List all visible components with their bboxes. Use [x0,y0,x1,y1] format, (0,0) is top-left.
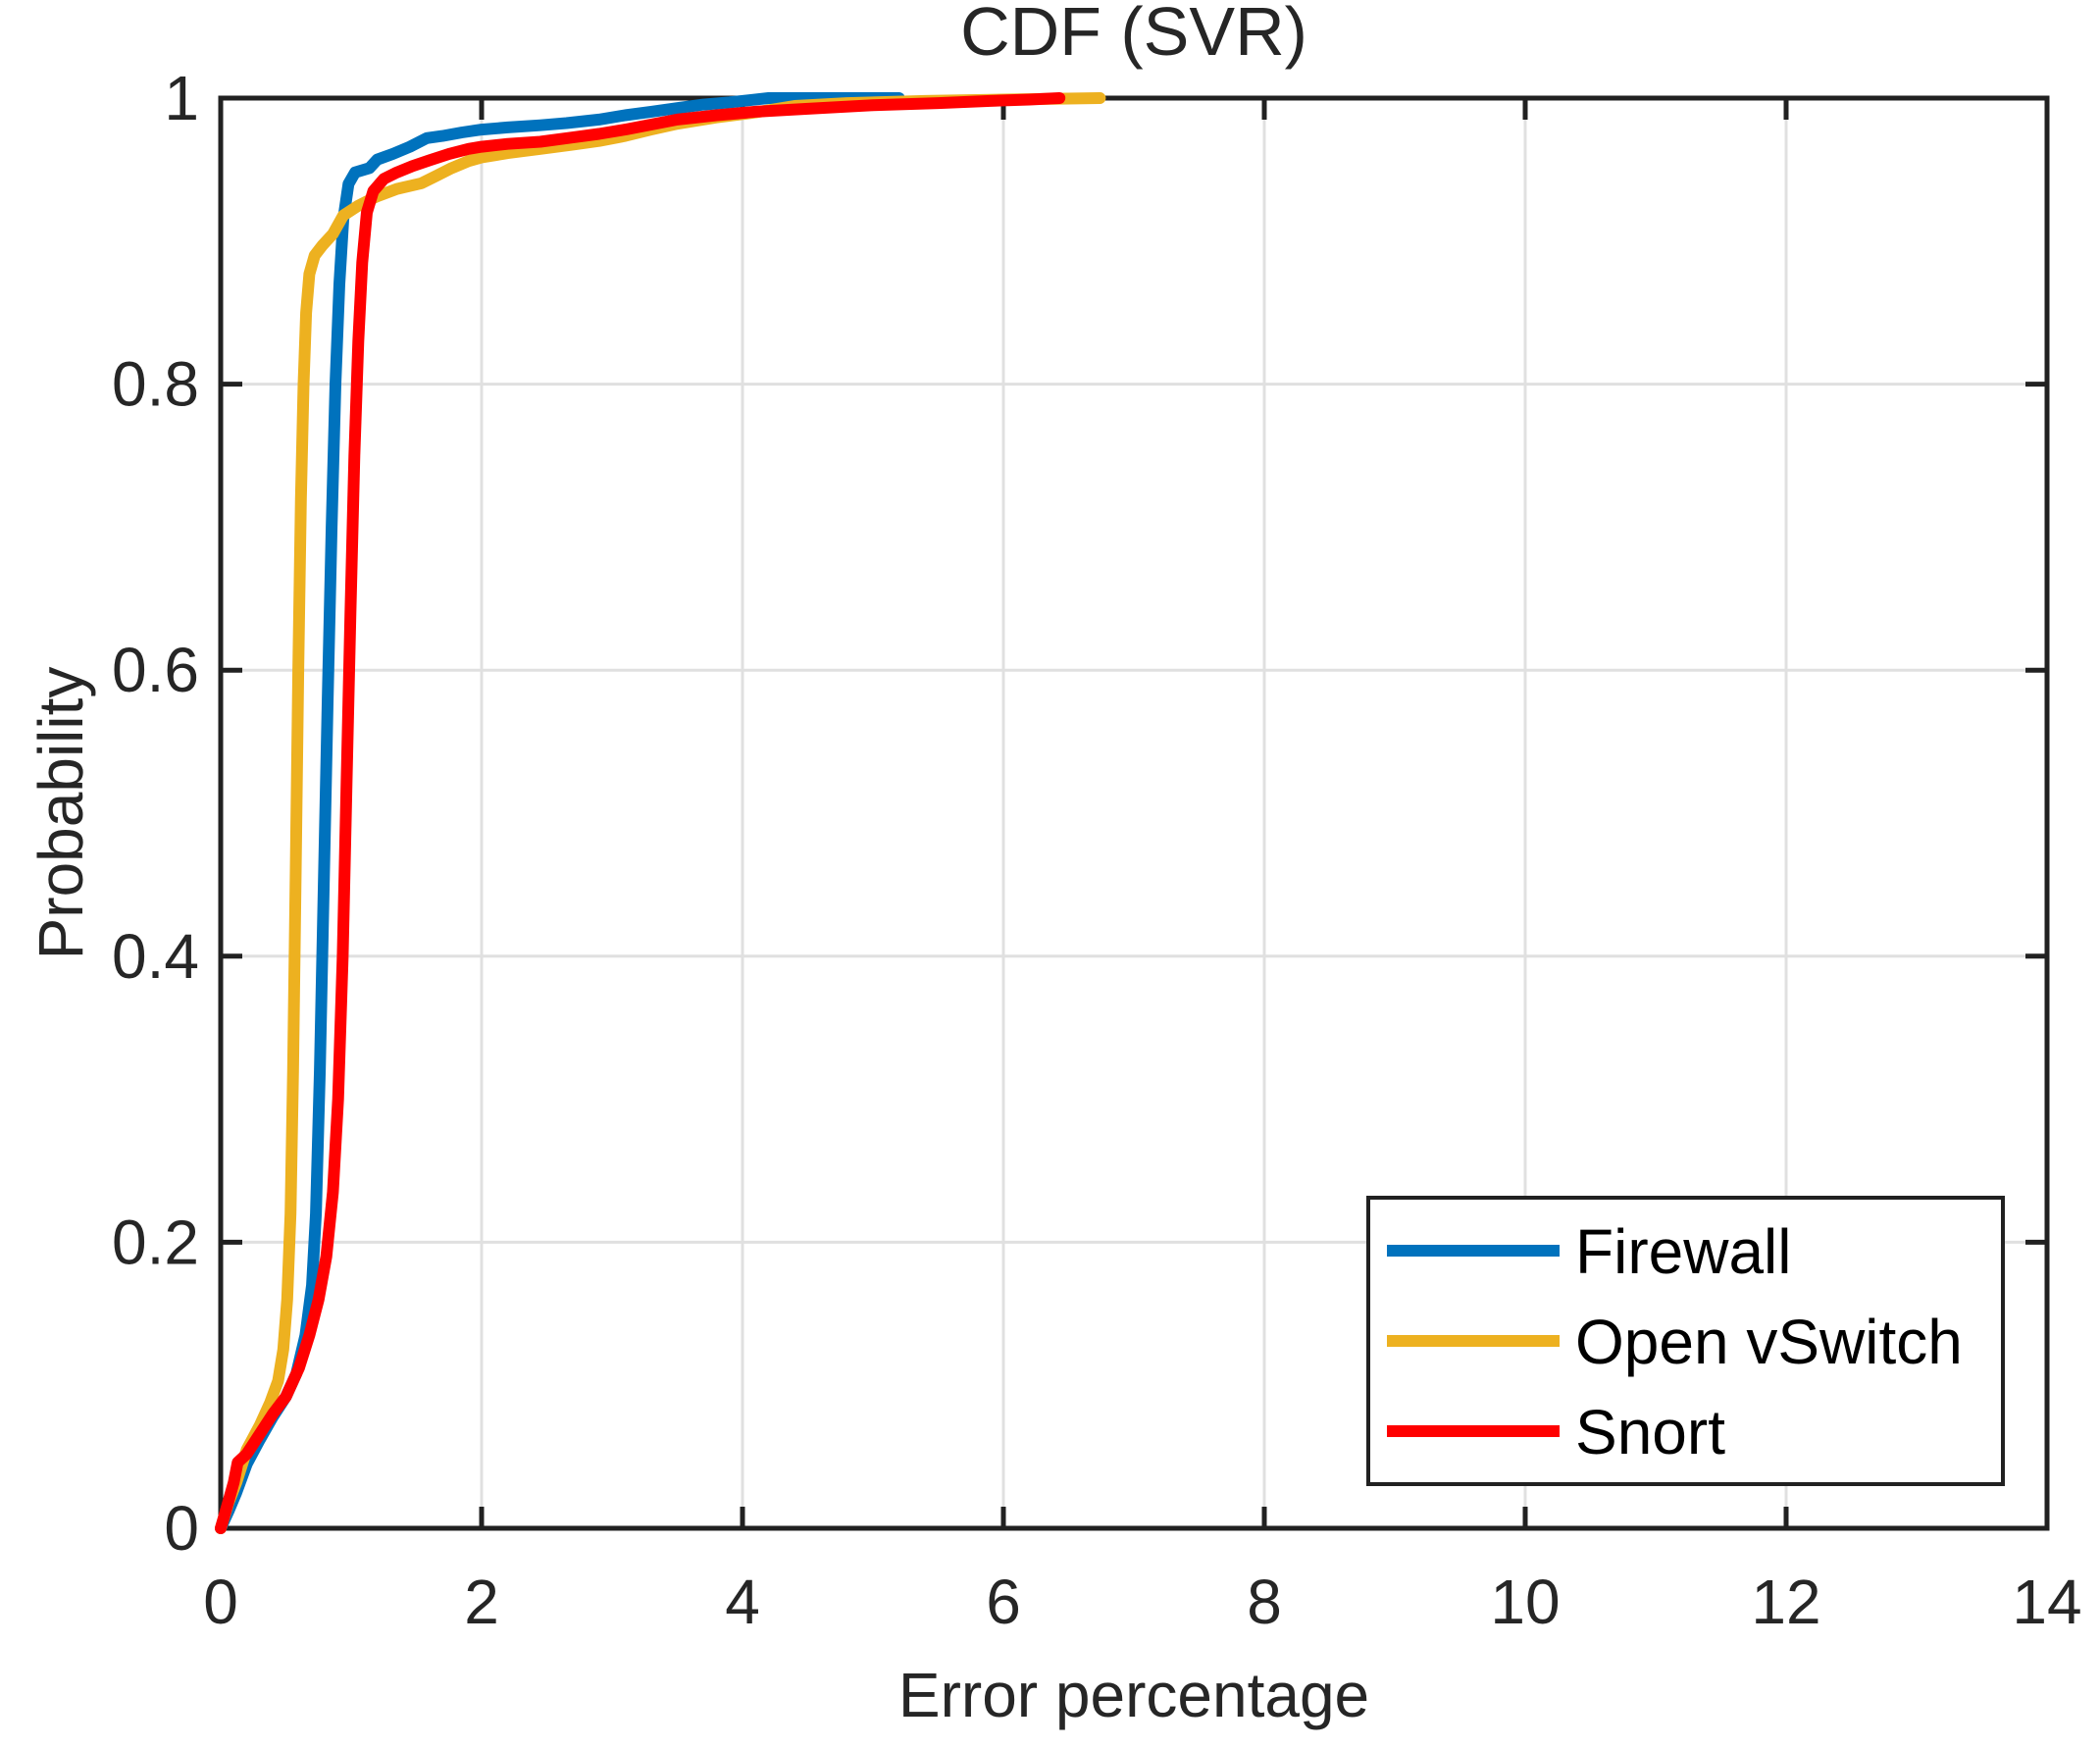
legend-item-label: Snort [1575,1397,1725,1467]
legend-item-firewall: Firewall [1387,1216,1791,1287]
cdf-curves [215,92,1106,1534]
legend: Firewall Open vSwitch Snort [1366,1196,2005,1486]
x-tick-label: 14 [2012,1567,2081,1637]
x-tick-label: 10 [1490,1567,1560,1637]
open-vswitch-line [215,92,1106,1534]
axes-box [218,95,2050,1531]
legend-item-open-vswitch: Open vSwitch [1387,1307,1963,1377]
y-tick-label: 0.6 [112,635,199,705]
plot-border [218,95,2050,1531]
x-axis-label: Error percentage [897,1660,1370,1730]
y-tick-label: 0.2 [112,1207,199,1277]
y-tick-label: 0.8 [112,349,199,420]
x-tick-label: 2 [464,1567,499,1637]
legend-item-snort: Snort [1387,1397,1725,1467]
snort-line [215,92,1066,1534]
legend-item-label: Firewall [1575,1216,1791,1287]
y-axis-label: Probability [26,666,96,960]
x-tick-label: 8 [1247,1567,1282,1637]
y-tick-label: 0 [164,1493,199,1564]
x-tick-label: 4 [725,1567,760,1637]
tick-marks [218,95,2050,1531]
x-tick-label: 12 [1751,1567,1820,1637]
x-tick-label: 0 [203,1567,238,1637]
y-tick-label: 0.4 [112,921,199,992]
x-tick-label: 6 [986,1567,1021,1637]
chart-title: CDF (SVR) [960,0,1307,70]
y-tick-label: 1 [164,63,199,133]
firewall-line [215,92,905,1534]
tick-labels: 0 2 4 6 8 10 12 14 0 0.2 0.4 0.6 0.8 1 [112,63,2082,1637]
legend-item-label: Open vSwitch [1575,1307,1963,1377]
